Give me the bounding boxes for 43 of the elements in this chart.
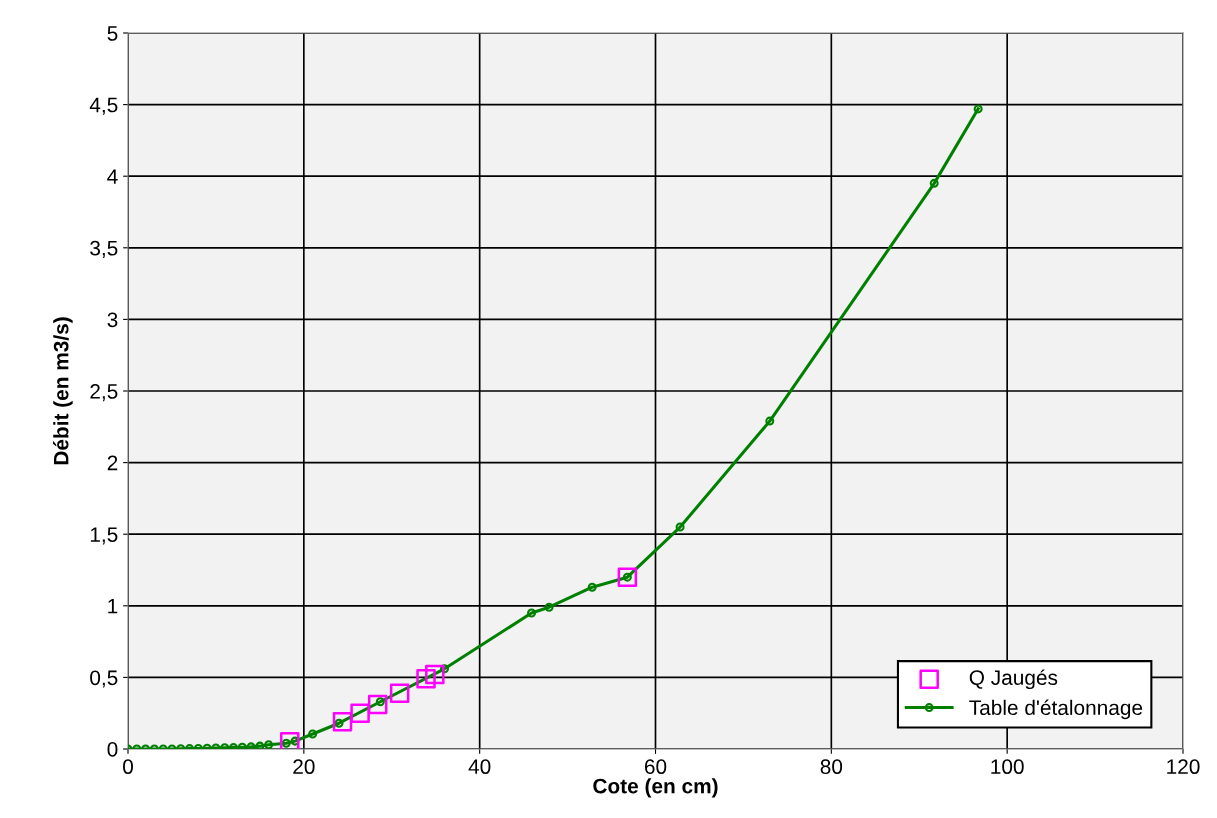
point — [544, 602, 554, 612]
point — [264, 740, 274, 749]
legend-label: Table d'étalonnage — [969, 699, 1143, 720]
point — [246, 742, 256, 749]
y-tick-label: 5 — [107, 26, 118, 41]
point — [255, 741, 265, 749]
point — [439, 664, 450, 674]
y-tick-label: 3 — [107, 312, 118, 328]
y-tick-label: 2 — [107, 455, 118, 471]
x-tick-label: 0 — [123, 759, 133, 775]
point — [332, 712, 353, 732]
x-tick-label: 60 — [644, 759, 667, 775]
point — [425, 664, 445, 685]
y-tick-label: 1,5 — [90, 527, 118, 545]
point — [416, 669, 436, 689]
point — [280, 732, 300, 749]
x-tick-label: 20 — [293, 759, 315, 775]
point — [527, 608, 537, 618]
point — [350, 703, 370, 723]
x-tick-label: 120 — [1167, 759, 1200, 775]
y-tick-label: 3,5 — [90, 240, 118, 259]
point — [765, 416, 775, 426]
x-tick-label: 80 — [820, 759, 843, 775]
x-tick-label: 100 — [991, 759, 1024, 775]
y-tick-label: 1 — [108, 599, 118, 614]
y-tick-label: 4 — [107, 169, 118, 184]
point — [973, 104, 983, 114]
point — [308, 729, 318, 739]
point — [389, 683, 410, 703]
x-tick-label: 40 — [468, 759, 491, 775]
point — [587, 582, 597, 592]
point — [367, 694, 388, 715]
x-axis-title: Cote (en cm) — [593, 778, 718, 798]
point — [617, 567, 638, 587]
legend-label: Q Jaugés — [969, 669, 1058, 690]
y-tick-label: 0 — [107, 742, 118, 757]
point — [675, 522, 685, 532]
y-tick-label: 0,5 — [90, 670, 118, 688]
point — [929, 178, 939, 188]
y-tick-label: 4,5 — [89, 97, 118, 115]
point — [237, 742, 247, 749]
y-tick-label: 2,5 — [90, 384, 118, 402]
y-axis-title: Débit (en m3/s) — [53, 317, 73, 465]
